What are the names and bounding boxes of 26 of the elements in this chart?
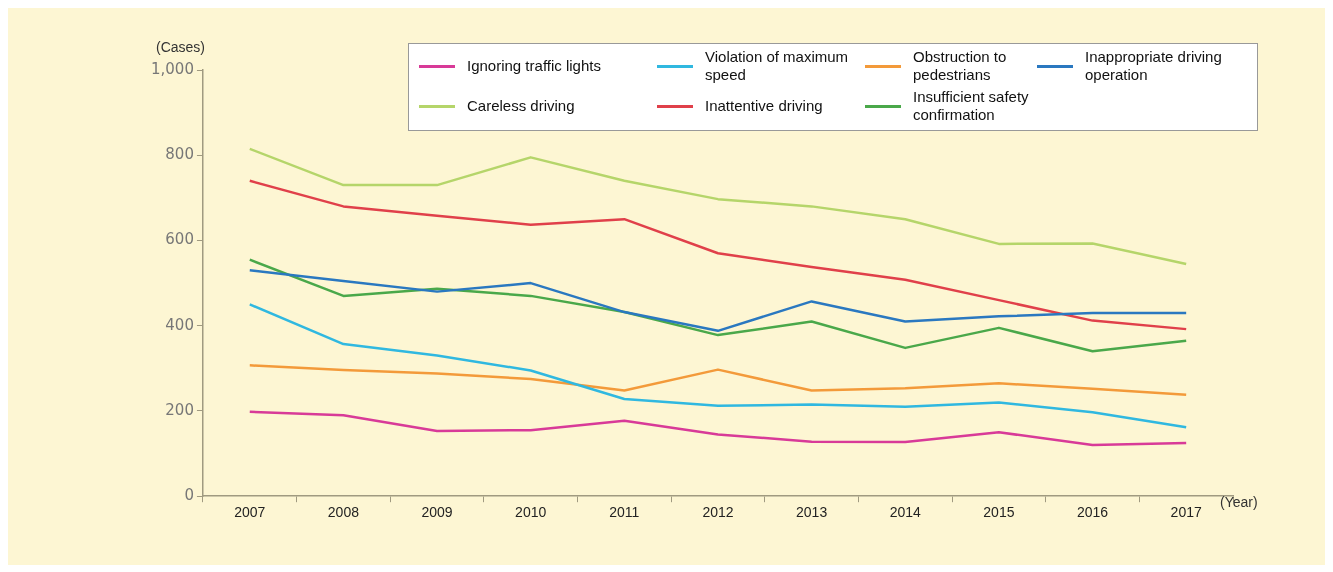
x-tick-label: 2016 [1076,504,1109,521]
y-tick-label: 800 [165,145,194,164]
legend-label: Obstruction to pedestrians [913,48,1008,84]
y-tick-label: 600 [165,230,194,249]
x-tick-label: 2010 [515,504,547,521]
y-tick-label: 0 [184,486,194,505]
legend-label: Inappropriate driving operation [1085,48,1223,84]
x-tick-label: 2013 [796,504,828,521]
y-tick-label: 200 [165,400,194,419]
x-tick-label: 2007 [234,504,266,521]
x-tick-label: 2008 [327,504,360,521]
x-tick-label: 2012 [702,504,734,521]
y-tick-label: 400 [165,315,194,334]
x-tick-label: 2015 [983,504,1015,521]
x-tick-label: 2014 [889,504,922,521]
x-axis-title: (Year) [1220,494,1258,510]
legend-label: Insufficient safety confirmation [913,88,1030,124]
x-tick-label: 2009 [421,504,453,521]
y-axis-title: (Cases) [156,39,206,55]
legend-label: Careless driving [467,97,575,115]
x-tick-label: 2017 [1170,504,1202,521]
legend-label: Ignoring traffic lights [467,57,601,75]
y-tick-label: 1,000 [150,59,194,78]
legend-label: Inattentive driving [705,97,823,115]
legend-label: Violation of maximum speed [705,48,850,84]
x-tick-label: 2011 [609,504,640,521]
